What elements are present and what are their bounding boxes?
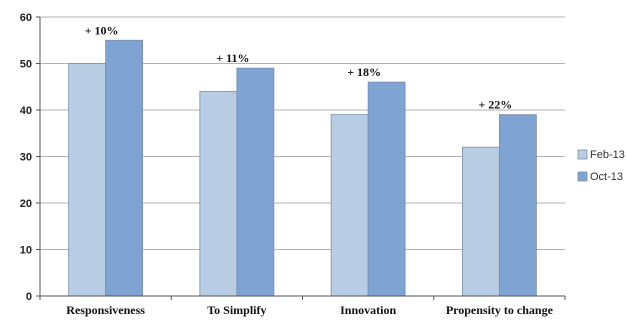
y-tick-label: 40 xyxy=(20,105,32,117)
x-category-label: Propensity to change xyxy=(446,303,554,317)
bar-feb-13-2 xyxy=(330,114,369,297)
legend-label: Feb-13 xyxy=(590,149,625,161)
y-tick-label: 30 xyxy=(20,152,32,164)
change-annotation: + 18% xyxy=(347,65,381,79)
legend-swatch-feb-13 xyxy=(577,149,588,160)
y-tick-label: 10 xyxy=(20,245,32,257)
bar-feb-13-1 xyxy=(199,91,238,297)
x-category-label: Responsiveness xyxy=(66,303,145,317)
legend-swatch-oct-13 xyxy=(577,171,588,182)
change-annotation: + 11% xyxy=(216,51,249,65)
y-tick-label: 50 xyxy=(20,59,32,71)
change-annotation: + 22% xyxy=(478,98,512,112)
axes xyxy=(36,16,566,300)
bar-feb-13-0 xyxy=(68,63,107,297)
bar-oct-13-2 xyxy=(367,81,406,297)
bar-oct-13-3 xyxy=(498,114,537,297)
legend: Feb-13 Oct-13 xyxy=(577,149,625,183)
labels: 0 10 20 30 40 50 60 Responsiveness + 10% To Simpl… xyxy=(20,12,554,317)
bar-feb-13-3 xyxy=(461,146,500,297)
bar-oct-13-1 xyxy=(236,67,275,297)
x-category-label: Innovation xyxy=(340,303,396,317)
y-tick-label: 60 xyxy=(20,12,32,24)
bar-oct-13-0 xyxy=(105,39,144,297)
change-annotation: + 10% xyxy=(85,23,119,37)
legend-label: Oct-13 xyxy=(590,171,623,183)
bars xyxy=(68,39,537,297)
y-tick-label: 20 xyxy=(20,198,32,210)
x-category-label: To Simplify xyxy=(207,303,266,317)
y-tick-label: 0 xyxy=(26,291,32,303)
